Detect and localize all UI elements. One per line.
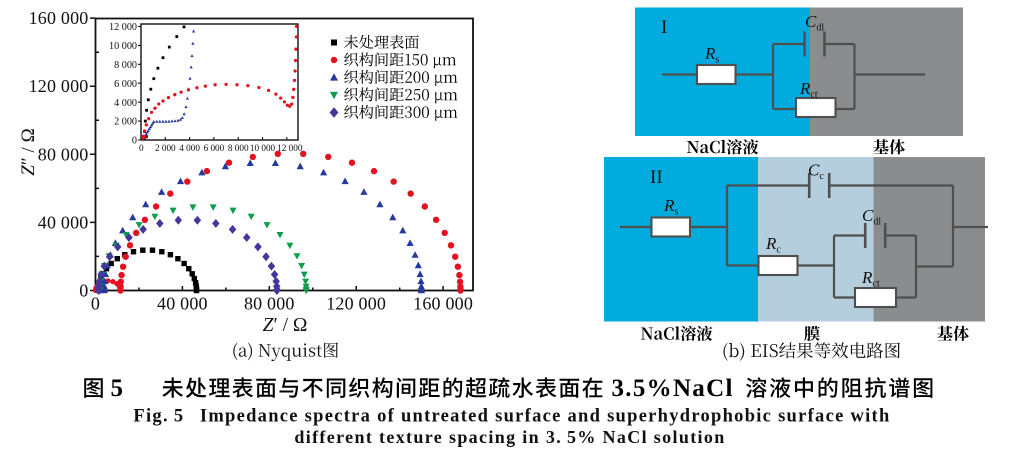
svg-text:0: 0 bbox=[139, 143, 144, 153]
svg-text:10 000: 10 000 bbox=[250, 143, 276, 153]
svg-text:8 000: 8 000 bbox=[228, 143, 249, 153]
svg-text:2 000: 2 000 bbox=[114, 117, 137, 128]
svg-text:40 000: 40 000 bbox=[38, 212, 89, 232]
svg-text:6 000: 6 000 bbox=[204, 143, 225, 153]
svg-text:5: 5 bbox=[111, 375, 124, 402]
svg-text:0: 0 bbox=[91, 294, 100, 314]
svg-text:12 000: 12 000 bbox=[277, 143, 303, 153]
svg-text:4 000: 4 000 bbox=[179, 143, 200, 153]
svg-text:Z′ / Ω: Z′ / Ω bbox=[263, 315, 308, 336]
svg-text:2 000: 2 000 bbox=[155, 143, 176, 153]
svg-text:I: I bbox=[661, 17, 667, 38]
svg-text:4 000: 4 000 bbox=[114, 98, 137, 109]
svg-text:3.5%NaCl: 3.5%NaCl bbox=[612, 375, 734, 402]
svg-text:different texture spacing in 3: different texture spacing in 3. 5% NaCl … bbox=[294, 427, 725, 447]
svg-text:80 000: 80 000 bbox=[38, 144, 89, 164]
svg-text:80 000: 80 000 bbox=[244, 294, 295, 314]
svg-text:120 000: 120 000 bbox=[29, 76, 89, 96]
svg-text:Z″ / Ω: Z″ / Ω bbox=[18, 128, 39, 175]
svg-text:12 000: 12 000 bbox=[109, 22, 137, 33]
svg-text:6 000: 6 000 bbox=[114, 79, 137, 90]
svg-text:160 000: 160 000 bbox=[413, 294, 473, 314]
svg-text:120 000: 120 000 bbox=[326, 294, 386, 314]
svg-text:0: 0 bbox=[79, 281, 88, 301]
svg-text:8 000: 8 000 bbox=[114, 60, 137, 71]
svg-text:40 000: 40 000 bbox=[157, 294, 208, 314]
svg-text:0: 0 bbox=[132, 136, 137, 147]
svg-text:160 000: 160 000 bbox=[29, 8, 89, 28]
svg-text:II: II bbox=[650, 167, 663, 188]
svg-text:Fig. 5 Impedance spectra of u: Fig. 5 Impedance spectra of untreated su… bbox=[133, 407, 890, 427]
svg-text:10 000: 10 000 bbox=[109, 41, 137, 52]
